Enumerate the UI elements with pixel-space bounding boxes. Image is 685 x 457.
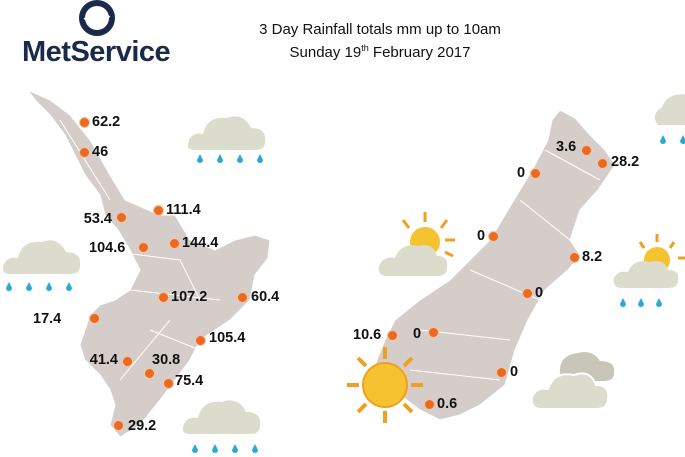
- station-value: 0: [477, 228, 486, 244]
- station-value: 46: [92, 144, 109, 160]
- title-line-1: 3 Day Rainfall totals mm up to 10am: [259, 21, 501, 38]
- station-dot: [163, 378, 174, 389]
- station-value: 8.2: [582, 249, 603, 265]
- station-dot: [496, 367, 507, 378]
- rain-cloud-icon: [187, 116, 266, 163]
- station-value: 105.4: [209, 330, 246, 346]
- station-dot: [597, 158, 608, 169]
- rain-cloud-icon: [182, 400, 261, 453]
- title-line-2: Sunday 19th February 2017: [200, 39, 560, 62]
- station-value: 30.8: [152, 352, 181, 368]
- map-title: 3 Day Rainfall totals mm up to 10am Sund…: [200, 20, 560, 62]
- station-value: 60.4: [251, 289, 280, 305]
- station-dot: [153, 205, 164, 216]
- station-value: 0: [413, 326, 422, 342]
- metservice-logo: MetService: [22, 36, 171, 68]
- station-dot: [424, 399, 435, 410]
- station-value: 62.2: [92, 114, 121, 130]
- sun-cloud-icon: [613, 234, 685, 307]
- station-value: 53.4: [83, 211, 112, 227]
- station-value: 0: [517, 165, 526, 181]
- title-date: Sunday 19: [289, 44, 362, 61]
- station-value: 28.2: [611, 154, 640, 170]
- sun-icon: [347, 347, 423, 423]
- station-dot: [522, 288, 533, 299]
- station-value: 75.4: [175, 373, 204, 389]
- station-value: 144.4: [182, 235, 219, 251]
- station-dot: [530, 168, 541, 179]
- station-value: 0: [510, 364, 519, 380]
- station-dot: [144, 368, 155, 379]
- station-value: 3.6: [556, 139, 577, 155]
- station-dot: [122, 356, 133, 367]
- station-value: 10.6: [353, 327, 382, 343]
- station-dot: [428, 327, 439, 338]
- station-value: 17.4: [33, 311, 62, 327]
- rain-cloud-icon: [2, 240, 81, 291]
- station-value: 107.2: [171, 289, 208, 305]
- station-dot: [581, 145, 592, 156]
- station-value: 111.4: [166, 202, 201, 218]
- title-date-rest: February 2017: [368, 44, 471, 61]
- station-value: 104.6: [89, 240, 126, 256]
- station-dot: [138, 242, 149, 253]
- station-dot: [237, 292, 248, 303]
- sun-cloud-icon: [378, 212, 455, 276]
- station-dot: [89, 313, 100, 324]
- station-value: 0.6: [437, 396, 458, 412]
- cloud-icon: [530, 352, 615, 410]
- metservice-logo-icon: [79, 0, 115, 36]
- station-dot: [387, 330, 398, 341]
- north-island: [26, 88, 271, 438]
- station-value: 0: [535, 285, 544, 301]
- south-island: [374, 109, 616, 421]
- station-value: 29.2: [128, 418, 157, 434]
- station-dot: [169, 238, 180, 249]
- station-dot: [195, 335, 206, 346]
- station-dot: [569, 252, 580, 263]
- station-dot: [116, 212, 127, 223]
- station-dot: [79, 147, 90, 158]
- station-dot: [158, 292, 169, 303]
- station-value: 41.4: [89, 352, 118, 368]
- title-date-suffix: th: [361, 43, 369, 53]
- station-dot: [79, 117, 90, 128]
- station-dot: [488, 231, 499, 242]
- station-dot: [113, 420, 124, 431]
- rain-cloud-icon: [654, 94, 685, 144]
